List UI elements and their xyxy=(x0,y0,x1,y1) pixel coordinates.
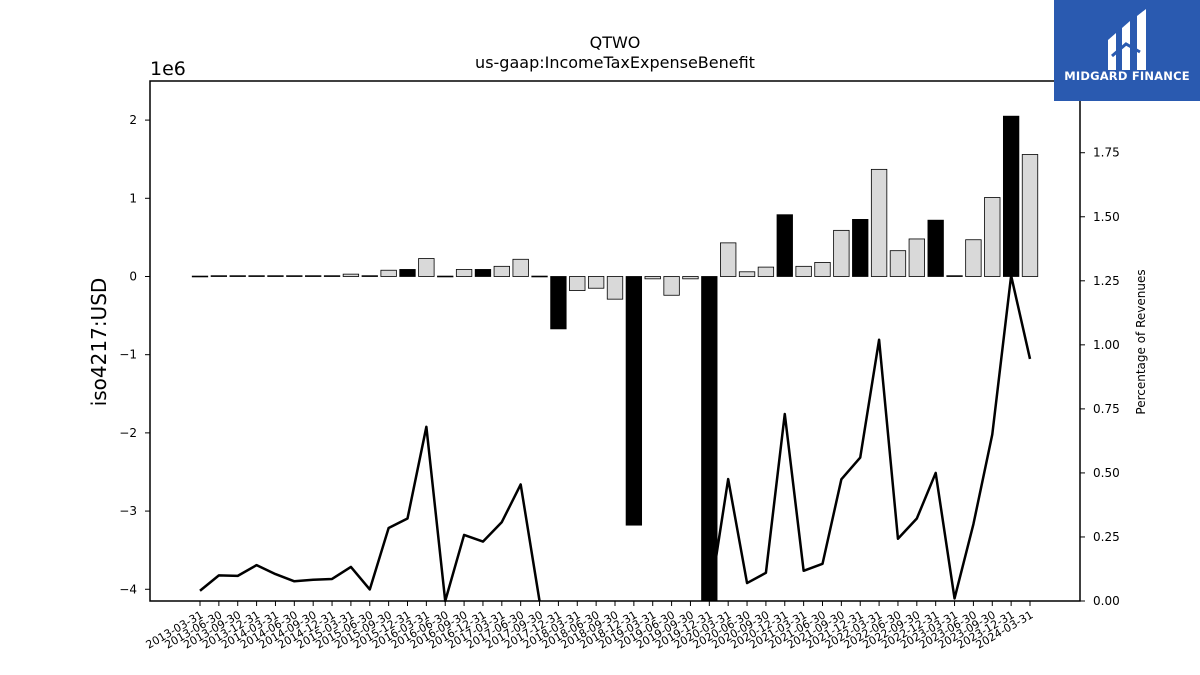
bar-2017-03-31 xyxy=(493,265,510,277)
plot-frame xyxy=(149,80,1081,602)
bar-2020-09-30 xyxy=(757,266,775,277)
bar-2019-03-31 xyxy=(644,276,661,280)
bar-2021-09-30 xyxy=(833,229,850,277)
y-tick-label: 0 xyxy=(129,269,137,283)
logo-text: MIDGARD FINANCE xyxy=(1064,69,1190,83)
logo-mark-icon xyxy=(1108,9,1146,70)
bar-2014-06-30 xyxy=(286,275,303,277)
bar-2015-06-30 xyxy=(361,275,378,277)
y-tick-label: −4 xyxy=(119,582,137,596)
bar-2015-12-31 xyxy=(399,269,416,277)
left-y-axis: 2 1 0 −1 −2 −3 −4 xyxy=(119,113,150,596)
bar-2019-06-30 xyxy=(663,276,680,296)
y2-tick-label: 0.50 xyxy=(1093,466,1120,480)
y-tick-label: 1 xyxy=(129,191,137,205)
y-tick-label: −1 xyxy=(119,348,137,362)
right-y-axis: 1.75 1.50 1.25 1.00 0.75 0.50 0.25 0.00 xyxy=(1080,146,1120,608)
bar-2019-12-31 xyxy=(701,276,718,602)
chart-subtitle: us-gaap:IncomeTaxExpenseBenefit xyxy=(475,53,755,72)
bar-2014-12-31 xyxy=(323,275,341,277)
bar-2018-12-31 xyxy=(625,276,643,526)
bar-2013-12-31 xyxy=(248,275,265,277)
bar-2021-06-30 xyxy=(814,262,831,277)
y-axis-label: iso4217:USD xyxy=(87,278,111,407)
bar-series xyxy=(191,115,1039,602)
bar-2024-03-31 xyxy=(1021,154,1039,277)
y-tick-label: −2 xyxy=(119,426,137,440)
bar-2015-09-30 xyxy=(380,269,397,277)
brand-logo: MIDGARD FINANCE xyxy=(1054,0,1200,101)
line-segment-2 xyxy=(708,274,1032,602)
bar-2022-09-30 xyxy=(908,238,925,277)
bar-2013-06-30 xyxy=(210,275,228,277)
bar-2021-12-31 xyxy=(852,219,869,277)
bar-2014-09-30 xyxy=(305,275,322,277)
bar-2016-12-31 xyxy=(474,269,492,277)
bar-2018-09-30 xyxy=(606,276,624,300)
bar-2020-03-31 xyxy=(720,242,737,277)
bar-2017-06-30 xyxy=(512,258,529,277)
y2-axis-label: Percentage of Revenues xyxy=(1134,269,1148,414)
y2-tick-label: 1.00 xyxy=(1093,338,1120,352)
bar-2023-09-30 xyxy=(984,197,1001,277)
bar-2022-06-30 xyxy=(889,250,907,277)
bar-2014-03-31 xyxy=(267,275,284,277)
y2-tick-label: 1.75 xyxy=(1093,146,1120,160)
y2-tick-label: 0.75 xyxy=(1093,402,1120,416)
bar-2023-06-30 xyxy=(965,239,982,277)
bar-2021-03-31 xyxy=(795,265,812,277)
bar-2016-03-31 xyxy=(418,258,435,277)
bar-2022-03-31 xyxy=(870,168,888,277)
x-axis: 2013-03-312013-06-302013-09-302013-12-31… xyxy=(144,601,1036,652)
bar-2013-09-30 xyxy=(229,275,246,277)
bar-2019-09-30 xyxy=(682,276,699,280)
chart-title: QTWO xyxy=(590,33,641,52)
y2-tick-label: 0.25 xyxy=(1093,530,1120,544)
y2-tick-label: 0.00 xyxy=(1093,594,1120,608)
bar-2017-12-31 xyxy=(550,276,567,330)
y-offset-text: 1e6 xyxy=(150,58,186,80)
bar-2023-12-31 xyxy=(1002,115,1020,277)
y-tick-label: −3 xyxy=(119,504,137,518)
bar-2020-12-31 xyxy=(776,214,793,277)
bar-2015-03-31 xyxy=(342,273,360,277)
bar-2022-12-31 xyxy=(927,219,944,277)
bar-2013-03-31 xyxy=(191,275,209,278)
bar-2018-03-31 xyxy=(569,276,586,291)
bar-2020-06-30 xyxy=(738,271,756,277)
percentage-line-series xyxy=(199,274,1032,603)
y-tick-label: 2 xyxy=(129,113,137,127)
bar-2023-03-31 xyxy=(946,275,963,277)
bar-2018-06-30 xyxy=(587,276,605,289)
bar-2016-06-30 xyxy=(437,275,454,278)
bar-2017-09-30 xyxy=(531,275,548,278)
y2-tick-label: 1.25 xyxy=(1093,274,1120,288)
line-segment-1 xyxy=(199,425,541,603)
y2-tick-label: 1.50 xyxy=(1093,210,1120,224)
bar-2016-09-30 xyxy=(455,269,473,277)
